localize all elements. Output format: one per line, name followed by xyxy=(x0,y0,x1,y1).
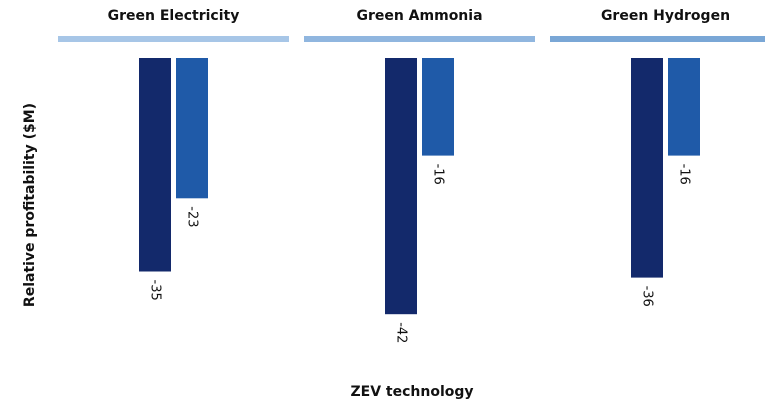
value-label: -36 xyxy=(640,286,655,307)
panel-title: Green Ammonia xyxy=(356,8,482,24)
panel-strip xyxy=(58,36,289,42)
bar xyxy=(176,58,208,199)
panel-title: Green Electricity xyxy=(108,8,240,24)
x-axis-label: ZEV technology xyxy=(350,384,473,400)
panel-strip xyxy=(304,36,535,42)
value-label: -16 xyxy=(677,164,692,185)
value-label: -16 xyxy=(431,164,446,185)
bar xyxy=(139,58,171,272)
bar xyxy=(668,58,700,156)
value-label: -42 xyxy=(394,322,409,343)
bar xyxy=(385,58,417,315)
bar xyxy=(422,58,454,156)
value-label: -35 xyxy=(148,280,163,301)
panel-strip xyxy=(550,36,765,42)
value-label: -23 xyxy=(185,206,200,227)
panel-title: Green Hydrogen xyxy=(601,8,730,24)
y-axis-label: Relative profitability ($M) xyxy=(22,103,38,307)
bar xyxy=(631,58,663,278)
